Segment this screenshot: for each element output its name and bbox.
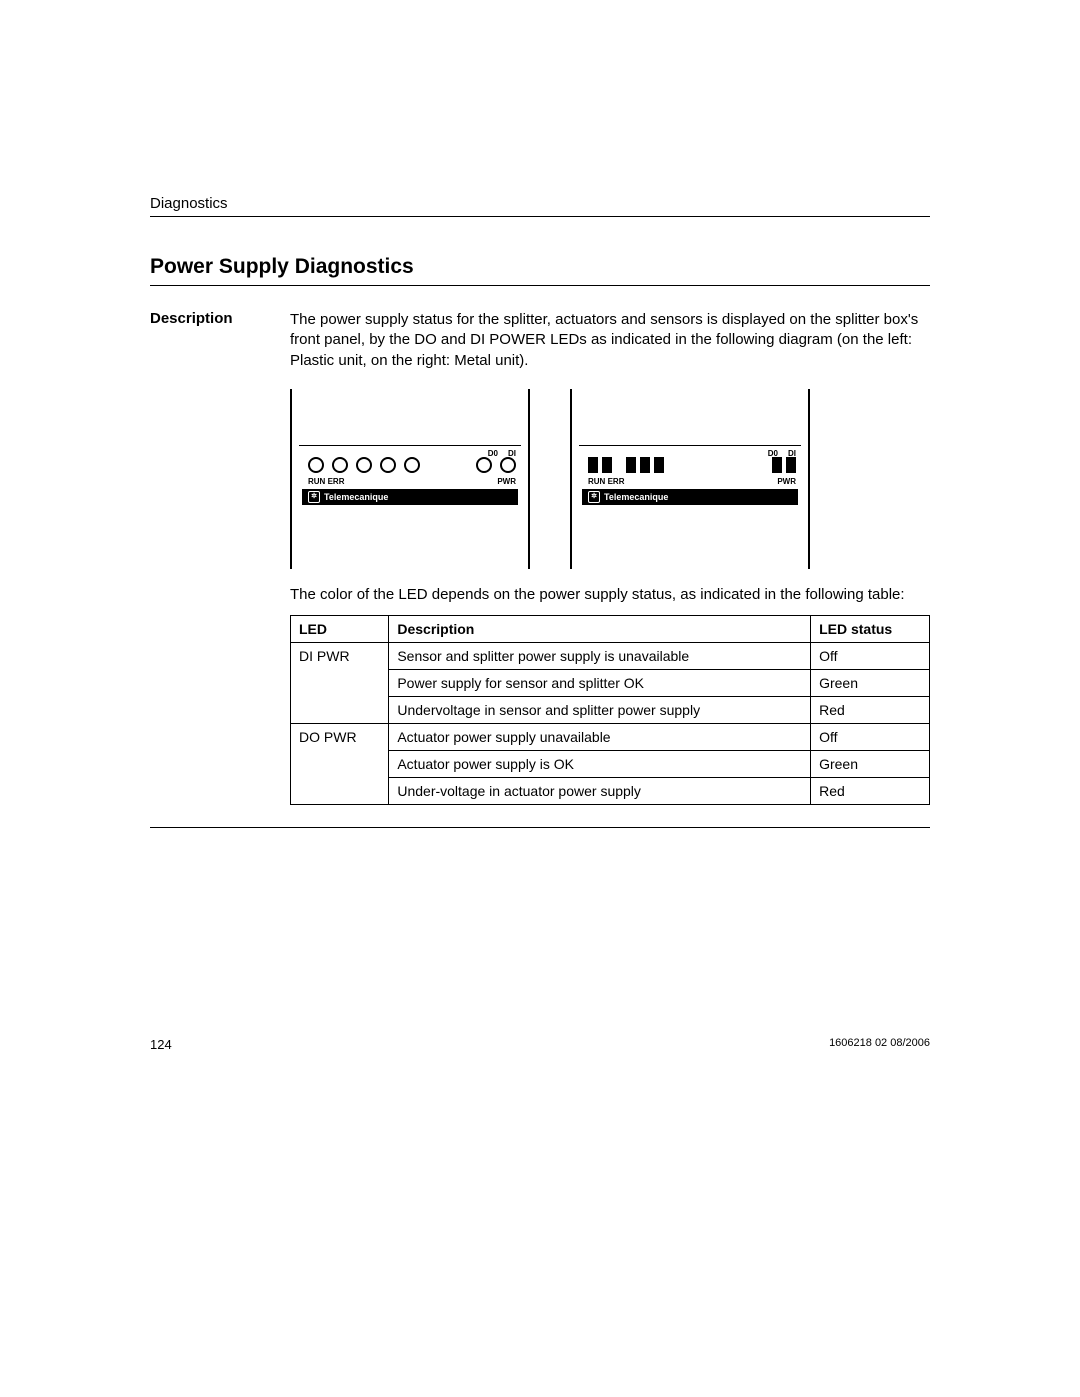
page-number: 124 [150, 1037, 172, 1052]
label-err: ERR [608, 477, 625, 486]
led-bottom-labels: RUN ERR PWR [308, 477, 516, 486]
led-row-metal [588, 457, 796, 473]
cell-status: Off [811, 643, 930, 670]
label-err: ERR [328, 477, 345, 486]
cell-desc: Actuator power supply is OK [389, 751, 811, 778]
led-square-icon [786, 457, 796, 473]
running-header: Diagnostics [150, 195, 930, 212]
table-row: DO PWR Actuator power supply unavailable… [291, 724, 930, 751]
page-footer: 124 1606218 02 08/2006 [150, 1037, 930, 1052]
header-rule [150, 216, 930, 217]
led-circle-icon [476, 457, 492, 473]
table-intro: The color of the LED depends on the powe… [290, 585, 930, 605]
cell-status: Green [811, 670, 930, 697]
th-led: LED [291, 616, 389, 643]
led-status-table: LED Description LED status DI PWR Sensor… [290, 615, 930, 805]
cell-desc: Power supply for sensor and splitter OK [389, 670, 811, 697]
section-end-rule [150, 827, 930, 828]
diagram-row: D0 DI RUN ERR PWR ✲ Telemecanique [290, 389, 930, 569]
led-square-icon [626, 457, 636, 473]
cell-led: DO PWR [291, 724, 389, 805]
brand-bar: ✲ Telemecanique [302, 489, 518, 505]
page-title: Power Supply Diagnostics [150, 255, 930, 279]
th-desc: Description [389, 616, 811, 643]
panel-sep-top [579, 445, 801, 446]
brand-text: Telemecanique [324, 492, 388, 502]
document-page: Diagnostics Power Supply Diagnostics Des… [0, 0, 1080, 1397]
led-group [772, 457, 796, 473]
led-square-icon [654, 457, 664, 473]
label-pwr: PWR [497, 477, 516, 486]
led-circle-icon [308, 457, 324, 473]
brand-logo-icon: ✲ [308, 491, 320, 503]
led-square-icon [640, 457, 650, 473]
led-square-icon [588, 457, 598, 473]
panel-metal: D0 DI RUN ERR [570, 389, 810, 569]
description-block: Description The power supply status for … [150, 310, 930, 371]
description-label: Description [150, 310, 290, 371]
led-row-plastic [308, 457, 516, 473]
cell-desc: Actuator power supply unavailable [389, 724, 811, 751]
title-rule [150, 285, 930, 286]
panel-plastic: D0 DI RUN ERR PWR ✲ Telemecanique [290, 389, 530, 569]
cell-status: Off [811, 724, 930, 751]
led-square-icon [602, 457, 612, 473]
led-bottom-labels: RUN ERR PWR [588, 477, 796, 486]
cell-desc: Under-voltage in actuator power supply [389, 778, 811, 805]
cell-desc: Undervoltage in sensor and splitter powe… [389, 697, 811, 724]
brand-bar: ✲ Telemecanique [582, 489, 798, 505]
led-group [626, 457, 664, 473]
led-group [588, 457, 612, 473]
label-run: RUN [308, 477, 325, 486]
label-pwr: PWR [777, 477, 796, 486]
doc-number: 1606218 02 08/2006 [829, 1037, 930, 1052]
th-status: LED status [811, 616, 930, 643]
cell-status: Red [811, 778, 930, 805]
led-square-icon [772, 457, 782, 473]
description-text: The power supply status for the splitter… [290, 310, 930, 371]
cell-status: Green [811, 751, 930, 778]
led-circle-icon [356, 457, 372, 473]
panel-sep-top [299, 445, 521, 446]
table-header-row: LED Description LED status [291, 616, 930, 643]
led-circle-icon [500, 457, 516, 473]
brand-text: Telemecanique [604, 492, 668, 502]
led-circle-icon [380, 457, 396, 473]
brand-logo-icon: ✲ [588, 491, 600, 503]
cell-desc: Sensor and splitter power supply is unav… [389, 643, 811, 670]
led-circle-icon [332, 457, 348, 473]
cell-status: Red [811, 697, 930, 724]
led-circle-icon [404, 457, 420, 473]
table-row: DI PWR Sensor and splitter power supply … [291, 643, 930, 670]
label-run: RUN [588, 477, 605, 486]
cell-led: DI PWR [291, 643, 389, 724]
